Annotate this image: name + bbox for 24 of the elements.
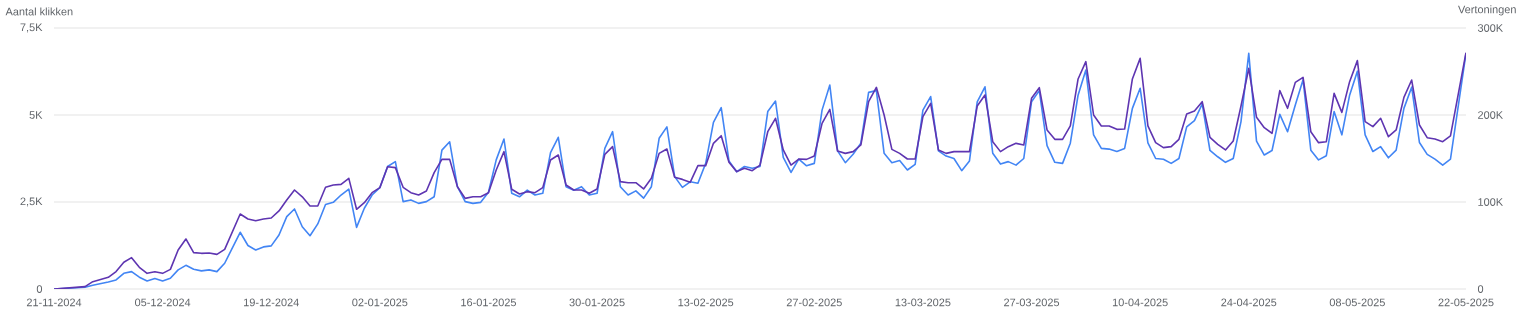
x-tick-label: 30-01-2025 — [569, 298, 625, 307]
x-tick-label: 21-11-2024 — [26, 298, 82, 307]
x-tick-label: 24-04-2025 — [1221, 298, 1277, 307]
x-tick-label: 19-12-2024 — [244, 298, 299, 307]
y-axis-title: Aantal klikken — [5, 7, 73, 16]
x-tick-label: 08-05-2025 — [1329, 298, 1385, 307]
y2-tick-label: 0 — [1477, 285, 1484, 293]
x-tick-label: 22-05-2025 — [1438, 298, 1494, 307]
y-tick-label: 2,5K — [20, 197, 43, 207]
x-tick-label: 02-01-2025 — [352, 298, 408, 307]
x-tick-label: 13-03-2025 — [895, 298, 951, 307]
y-tick-label: 0 — [36, 285, 43, 293]
x-tick-label: 10-04-2025 — [1112, 298, 1168, 307]
y-tick-label: 7,5K — [20, 23, 43, 33]
y2-tick-label: 300K — [1477, 24, 1503, 32]
x-tick-label: 27-02-2025 — [786, 298, 842, 307]
x-tick-label: 05-12-2024 — [135, 298, 191, 307]
x-tick-label: 27-03-2025 — [1004, 298, 1060, 307]
x-tick-label: 13-02-2025 — [678, 298, 734, 307]
y2-tick-label: 200K — [1478, 111, 1503, 119]
y-tick-label: 5K — [29, 111, 43, 119]
x-tick-label: 16-01-2025 — [461, 298, 516, 307]
y2-tick-label: 100K — [1478, 198, 1503, 206]
y2-axis-title: Vertoningen — [1458, 5, 1516, 16]
